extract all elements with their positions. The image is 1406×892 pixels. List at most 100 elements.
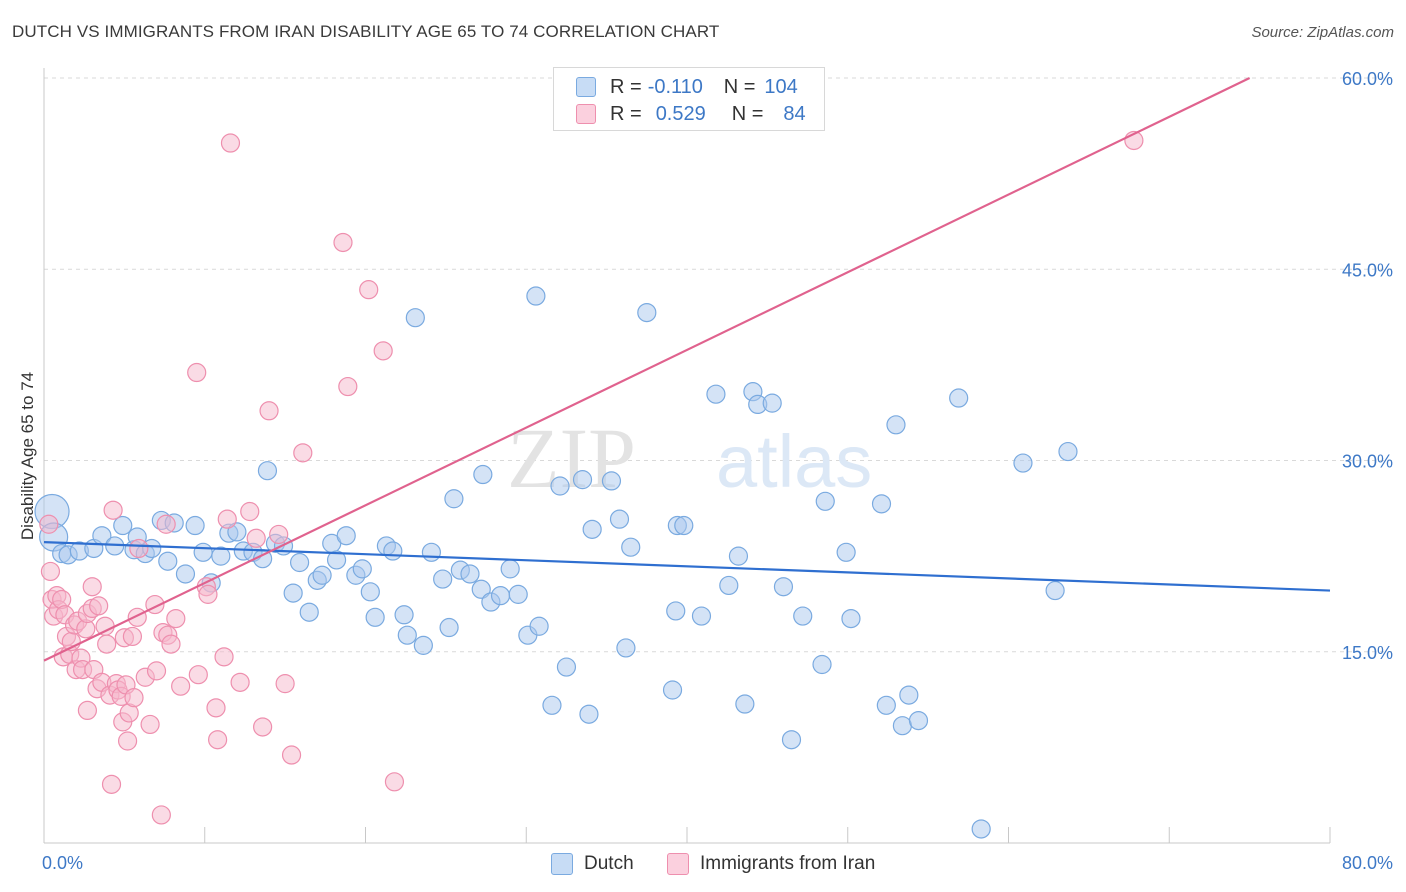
- y-tick-label: 45.0%: [1342, 260, 1393, 280]
- dutch-point: [773, 577, 794, 597]
- iran-point: [124, 688, 144, 708]
- dutch-point: [719, 575, 739, 596]
- dutch-point: [433, 569, 453, 589]
- iran-point: [246, 528, 266, 548]
- dutch-point: [193, 542, 213, 562]
- iran-point: [97, 634, 117, 654]
- dutch-point: [781, 730, 802, 750]
- dutch-point: [762, 393, 782, 413]
- iran-point: [338, 376, 358, 397]
- dutch-swatch: [551, 853, 573, 875]
- axis-labels: 15.0% 30.0% 45.0% 60.0% 0.0% 80.0% Disability …: [18, 69, 1393, 873]
- dutch-point: [550, 476, 570, 496]
- dutch-point: [908, 710, 929, 731]
- dutch-point: [158, 551, 178, 571]
- iran-point: [384, 772, 405, 792]
- dutch-n-value: 104: [764, 75, 798, 98]
- n-label: N =: [731, 102, 764, 125]
- iran-point: [240, 501, 260, 522]
- iran-point: [230, 672, 250, 692]
- iran-swatch: [667, 853, 689, 875]
- dutch-point: [886, 415, 906, 435]
- iran-point: [39, 514, 59, 534]
- dutch-point: [360, 582, 380, 602]
- dutch-point: [691, 606, 712, 626]
- watermark: ZIP atlas: [507, 410, 872, 506]
- iran-trend-line: [43, 77, 1251, 662]
- y-tick-label: 60.0%: [1342, 69, 1393, 89]
- iran-point: [171, 676, 191, 696]
- iran-point: [214, 647, 234, 667]
- dutch-point: [793, 606, 813, 626]
- iran-point: [333, 232, 353, 253]
- dutch-point: [185, 515, 205, 536]
- dutch-point: [666, 601, 686, 621]
- iran-swatch: [576, 104, 596, 124]
- dutch-point: [876, 695, 896, 715]
- dutch-point: [299, 602, 319, 622]
- iran-point: [156, 514, 176, 534]
- dutch-point: [508, 584, 528, 604]
- dutch-r-value: -0.110: [647, 75, 703, 98]
- legend-row-iran: R = 0.529 N = 84: [576, 101, 806, 127]
- iran-point: [77, 700, 98, 721]
- dutch-point: [579, 704, 599, 724]
- dutch-point: [471, 579, 491, 599]
- iran-point: [359, 280, 379, 300]
- dutch-point: [326, 550, 347, 570]
- dutch-point: [1013, 453, 1033, 473]
- y-tick-label: 15.0%: [1342, 643, 1393, 663]
- dutch-point: [365, 607, 385, 627]
- iran-point: [95, 616, 115, 636]
- dutch-point: [336, 526, 356, 546]
- iran-point: [122, 626, 143, 647]
- dutch-point: [211, 546, 231, 566]
- iran-point: [188, 665, 208, 685]
- legend-row-dutch: R = -0.110 N = 104: [576, 74, 798, 100]
- dutch-point: [405, 308, 425, 328]
- dutch-swatch: [576, 77, 596, 97]
- dutch-point: [439, 617, 459, 638]
- dutch-point: [227, 522, 247, 542]
- dutch-point: [637, 303, 657, 323]
- watermark-zip: ZIP: [507, 410, 636, 506]
- dutch-point: [289, 552, 310, 573]
- dutch-point: [413, 635, 433, 655]
- n-label: N =: [723, 75, 756, 98]
- axes: [43, 68, 1331, 844]
- iran-point: [89, 596, 109, 616]
- iran-point: [166, 608, 186, 629]
- dutch-point: [871, 494, 892, 514]
- dutch-point: [971, 819, 991, 839]
- dutch-point: [949, 388, 969, 408]
- iran-n-value: 84: [783, 102, 806, 125]
- chart-title: DUTCH VS IMMIGRANTS FROM IRAN DISABILITY…: [12, 22, 720, 41]
- r-label: R =: [610, 75, 642, 98]
- dutch-point: [841, 608, 861, 629]
- dutch-point: [473, 464, 493, 485]
- dutch-point: [609, 509, 630, 529]
- x-tick-label: 0.0%: [42, 853, 83, 873]
- iran-point: [220, 133, 241, 153]
- dutch-point: [500, 559, 520, 579]
- dutch-point: [526, 286, 546, 306]
- dutch-point: [175, 564, 196, 584]
- grid-lines: [44, 77, 1393, 653]
- dutch-point: [444, 489, 464, 509]
- iran-point: [253, 717, 273, 737]
- correlation-legend: R = -0.110 N = 104 R = 0.529 N = 84: [553, 67, 825, 131]
- dutch-point: [257, 461, 278, 481]
- dutch-point: [706, 384, 726, 404]
- iran-point: [281, 745, 302, 765]
- iran-point: [146, 661, 167, 681]
- dutch-point: [735, 694, 755, 714]
- dutch-point: [616, 638, 636, 658]
- dutch-point: [899, 685, 919, 705]
- watermark-atlas: atlas: [716, 420, 872, 503]
- dutch-point: [812, 654, 832, 675]
- dutch-point: [1045, 580, 1065, 601]
- r-label: R =: [610, 102, 642, 125]
- dutch-legend-label: Dutch: [584, 853, 634, 874]
- dutch-point: [421, 542, 442, 562]
